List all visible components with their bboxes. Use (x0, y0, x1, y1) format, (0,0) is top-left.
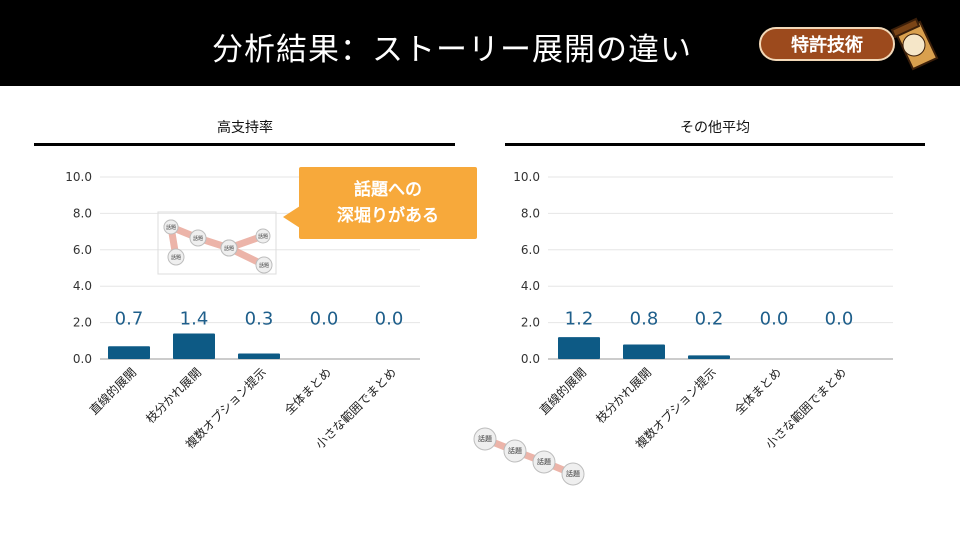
topic-node (255, 256, 273, 274)
y-tick-label: 10.0 (513, 170, 540, 184)
left-title-rule (34, 143, 455, 146)
callout-box: 話題への 深堀りがある (299, 167, 477, 239)
topic-node-label: 話題 (224, 245, 234, 252)
topic-node (503, 439, 527, 463)
bar (238, 353, 280, 359)
y-tick-label: 2.0 (521, 316, 540, 330)
topic-node-label: 話題 (166, 224, 176, 231)
topic-node-label: 話題 (537, 457, 551, 466)
y-tick-label: 0.0 (73, 352, 92, 366)
topic-node-label: 話題 (478, 434, 492, 443)
topic-node-label: 話題 (259, 262, 269, 269)
bar (108, 346, 150, 359)
topic-node (167, 248, 185, 266)
left-chart-title: 高支持率 (217, 120, 273, 136)
topic-node-label: 話題 (171, 254, 181, 261)
value-label: 0.0 (760, 308, 789, 329)
bar (623, 344, 665, 359)
y-tick-label: 4.0 (521, 279, 540, 293)
topic-node-label: 話題 (566, 469, 580, 478)
patent-badge: 特許技術 (759, 27, 895, 61)
topic-node (163, 219, 179, 235)
topic-node (255, 228, 271, 244)
value-label: 0.0 (310, 308, 339, 329)
topic-node (220, 239, 238, 257)
value-label: 1.4 (180, 308, 209, 329)
topic-node (189, 229, 207, 247)
page-title: 分析結果：ストーリー展開の違い (212, 32, 692, 68)
bar (173, 333, 215, 359)
y-tick-label: 10.0 (65, 170, 92, 184)
callout-line-1: 話題への (354, 180, 422, 200)
topic-node (532, 450, 556, 474)
y-tick-label: 0.0 (521, 352, 540, 366)
topic-node-label: 話題 (508, 446, 522, 455)
value-label: 0.7 (115, 308, 144, 329)
y-tick-label: 6.0 (521, 243, 540, 257)
diagram-frame (157, 211, 277, 275)
y-tick-label: 8.0 (73, 206, 92, 220)
y-tick-label: 6.0 (73, 243, 92, 257)
y-tick-label: 8.0 (521, 206, 540, 220)
bar (688, 355, 730, 359)
value-label: 0.3 (245, 308, 274, 329)
topic-node (473, 427, 497, 451)
right-chart-title: その他平均 (680, 120, 750, 136)
value-label: 0.2 (695, 308, 724, 329)
right-title-rule (505, 143, 925, 146)
value-label: 1.2 (565, 308, 594, 329)
topic-node-label: 話題 (193, 235, 203, 242)
bar (558, 337, 600, 359)
value-label: 0.8 (630, 308, 659, 329)
y-tick-label: 4.0 (73, 279, 92, 293)
value-label: 0.0 (375, 308, 404, 329)
topic-node-label: 話題 (258, 233, 268, 240)
callout-line-2: 深堀りがある (337, 206, 439, 226)
topic-node (561, 462, 585, 486)
value-label: 0.0 (825, 308, 854, 329)
y-tick-label: 2.0 (73, 316, 92, 330)
